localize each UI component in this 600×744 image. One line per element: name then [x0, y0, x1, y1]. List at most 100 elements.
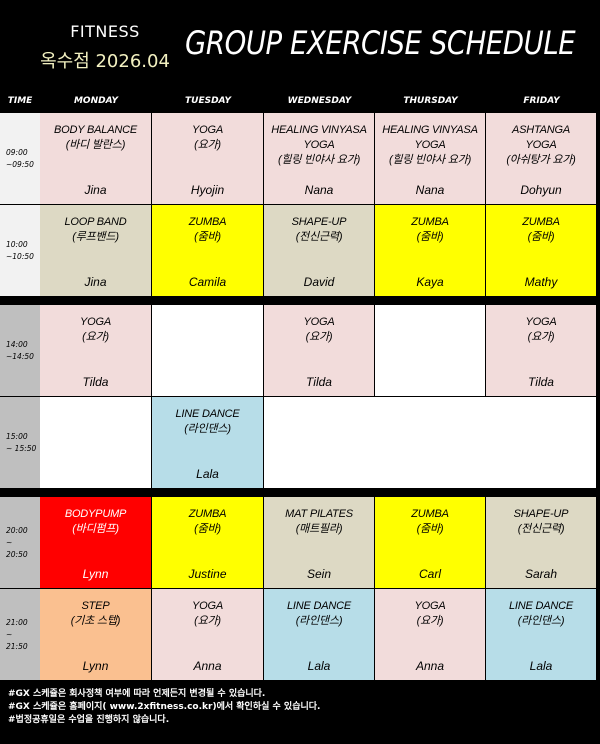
day-header-wednesday: WEDNESDAY	[287, 96, 352, 106]
class-name: LOOP BAND (루프밴드)	[64, 216, 127, 243]
schedule-row: 09:00 ~09:50 BODY BALANCE (바디 발란스) Jina YOG…	[0, 113, 597, 205]
class-name: BODYPUMP (바디펌프)	[64, 508, 127, 535]
instructor-name: Sarah	[524, 567, 558, 581]
class-name: YOGA (요가)	[303, 316, 335, 343]
class-cell: ASHTANGA YOGA (아쉬탕가 요가) Dohyun	[486, 113, 597, 205]
instructor-name: Lala	[529, 659, 553, 673]
class-name: BODY BALANCE (바디 발란스)	[54, 124, 137, 151]
class-cell: YOGA (요가) Tilda	[264, 305, 375, 397]
instructor-name: Nana	[415, 183, 445, 197]
class-name: HEALING VINYASA YOGA (힐링 빈야사 요가)	[382, 124, 478, 166]
class-name: YOGA (요가)	[80, 316, 111, 343]
class-cell: BODYPUMP (바디펌프) Lynn	[40, 497, 152, 589]
class-cell: HEALING VINYASA YOGA (힐링 빈야사 요가) Nana	[264, 113, 375, 205]
class-cell: LINE DANCE (라인댄스) Lala	[264, 589, 375, 681]
day-header-time: TIME	[7, 96, 33, 106]
instructor-name: Lynn	[82, 659, 109, 673]
class-cell: YOGA (요가) Tilda	[486, 305, 597, 397]
instructor-name: Jina	[84, 275, 107, 289]
instructor-name: Anna	[415, 659, 445, 673]
class-name: ZUMBA (줌바)	[522, 216, 560, 243]
schedule-row: 21:00 ~ 21:50 STEP (기초 스텝) Lynn YOGA (요가) An…	[0, 589, 597, 681]
class-name: HEALING VINYASA YOGA (힐링 빈야사 요가)	[271, 124, 367, 166]
branch-month: 옥수점 2026.04	[40, 51, 170, 72]
footer-note: #GX 스케쥴은 홈페이지( www.2xfitness.co.kr)에서 확인…	[8, 702, 321, 712]
instructor-name: Nana	[304, 183, 334, 197]
day-header-thursday: THURSDAY	[403, 96, 458, 106]
time-slot: 20:00 ~ 20:50	[0, 497, 40, 589]
instructor-name: Tilda	[528, 375, 554, 389]
class-cell: LINE DANCE (라인댄스) Lala	[486, 589, 597, 681]
class-cell: YOGA (요가) Tilda	[40, 305, 152, 397]
brand-block: FITNESS 옥수점 2026.04	[30, 22, 180, 73]
class-cell: MAT PILATES (매트필라) Sein	[264, 497, 375, 589]
instructor-name: Lala	[196, 467, 219, 481]
class-name: YOGA (요가)	[414, 600, 446, 627]
class-cell: ZUMBA (줌바) Justine	[152, 497, 264, 589]
class-cell: YOGA (요가) Anna	[375, 589, 486, 681]
class-name: STEP (기초 스텝)	[70, 600, 121, 627]
empty-cell	[264, 397, 597, 489]
class-name: ZUMBA (줌바)	[411, 216, 449, 243]
class-name: SHAPE-UP (전신근력)	[291, 216, 347, 243]
class-name: LINE DANCE (라인댄스)	[175, 408, 240, 435]
schedule-row: 14:00 ~14:50 YOGA (요가) Tilda YOGA (요가) Tilda…	[0, 305, 597, 397]
class-name: ZUMBA (줌바)	[188, 216, 227, 243]
class-cell: SHAPE-UP (전신근력) Sarah	[486, 497, 597, 589]
instructor-name: Jina	[84, 183, 107, 197]
class-cell: ZUMBA (줌바) Kaya	[375, 205, 486, 297]
instructor-name: Justine	[188, 567, 227, 581]
footer-note: #법정공휴일은 수업을 진행하지 않습니다.	[8, 715, 170, 725]
instructor-name: Camila	[188, 275, 227, 289]
class-cell: ZUMBA (줌바) Mathy	[486, 205, 597, 297]
class-cell: ZUMBA (줌바) Camila	[152, 205, 264, 297]
instructor-name: Tilda	[82, 375, 109, 389]
schedule-row: 10:00 ~10:50 LOOP BAND (루프밴드) Jina ZUMBA (줌…	[0, 205, 597, 297]
class-cell: SHAPE-UP (전신근력) David	[264, 205, 375, 297]
instructor-name: Sein	[306, 567, 332, 581]
instructor-name: David	[303, 275, 335, 289]
instructor-name: Anna	[193, 659, 222, 673]
time-slot: 15:00 ~ 15:50	[0, 397, 40, 489]
empty-cell	[152, 305, 264, 397]
class-cell: BODY BALANCE (바디 발란스) Jina	[40, 113, 152, 205]
time-slot: 10:00 ~10:50	[0, 205, 40, 297]
time-slot: 14:00 ~14:50	[0, 305, 40, 397]
schedule-row: 15:00 ~ 15:50 LINE DANCE (라인댄스) Lala	[0, 397, 597, 489]
class-cell: STEP (기초 스텝) Lynn	[40, 589, 152, 681]
class-name: ZUMBA (줌바)	[188, 508, 227, 535]
brand-name: FITNESS	[70, 22, 140, 41]
instructor-name: Dohyun	[520, 183, 562, 197]
instructor-name: Lynn	[82, 567, 109, 581]
class-cell: ZUMBA (줌바) Carl	[375, 497, 486, 589]
class-cell: YOGA (요가) Anna	[152, 589, 264, 681]
class-name: LINE DANCE (라인댄스)	[286, 600, 352, 627]
class-name: YOGA (요가)	[525, 316, 557, 343]
footer-note: #GX 스케쥴은 회사정책 여부에 따라 언제든지 변경될 수 있습니다.	[8, 689, 266, 699]
instructor-name: Hyojin	[190, 183, 225, 197]
day-header-friday: FRIDAY	[523, 96, 560, 106]
class-name: MAT PILATES (매트필라)	[285, 508, 353, 535]
class-cell: LINE DANCE (라인댄스) Lala	[152, 397, 264, 489]
day-header-tuesday: TUESDAY	[185, 96, 231, 106]
footer-notes: #GX 스케쥴은 회사정책 여부에 따라 언제든지 변경될 수 있습니다. #G…	[8, 688, 320, 727]
class-name: LINE DANCE (라인댄스)	[508, 600, 574, 627]
day-header-monday: MONDAY	[73, 96, 119, 106]
time-slot: 21:00 ~ 21:50	[0, 589, 40, 681]
empty-cell	[375, 305, 486, 397]
instructor-name: Mathy	[524, 275, 558, 289]
instructor-name: Carl	[418, 567, 441, 581]
class-name: YOGA (요가)	[192, 124, 223, 151]
class-name: YOGA (요가)	[192, 600, 223, 627]
time-slot: 09:00 ~09:50	[0, 113, 40, 205]
class-cell: LOOP BAND (루프밴드) Jina	[40, 205, 152, 297]
empty-cell	[40, 397, 152, 489]
instructor-name: Kaya	[416, 275, 444, 289]
class-name: SHAPE-UP (전신근력)	[513, 508, 569, 535]
instructor-name: Tilda	[306, 375, 332, 389]
class-name: ASHTANGA YOGA (아쉬탕가 요가)	[506, 124, 576, 166]
page-title: GROUP EXERCISE SCHEDULE	[185, 24, 576, 62]
class-cell: YOGA (요가) Hyojin	[152, 113, 264, 205]
class-name: ZUMBA (줌바)	[411, 508, 449, 535]
